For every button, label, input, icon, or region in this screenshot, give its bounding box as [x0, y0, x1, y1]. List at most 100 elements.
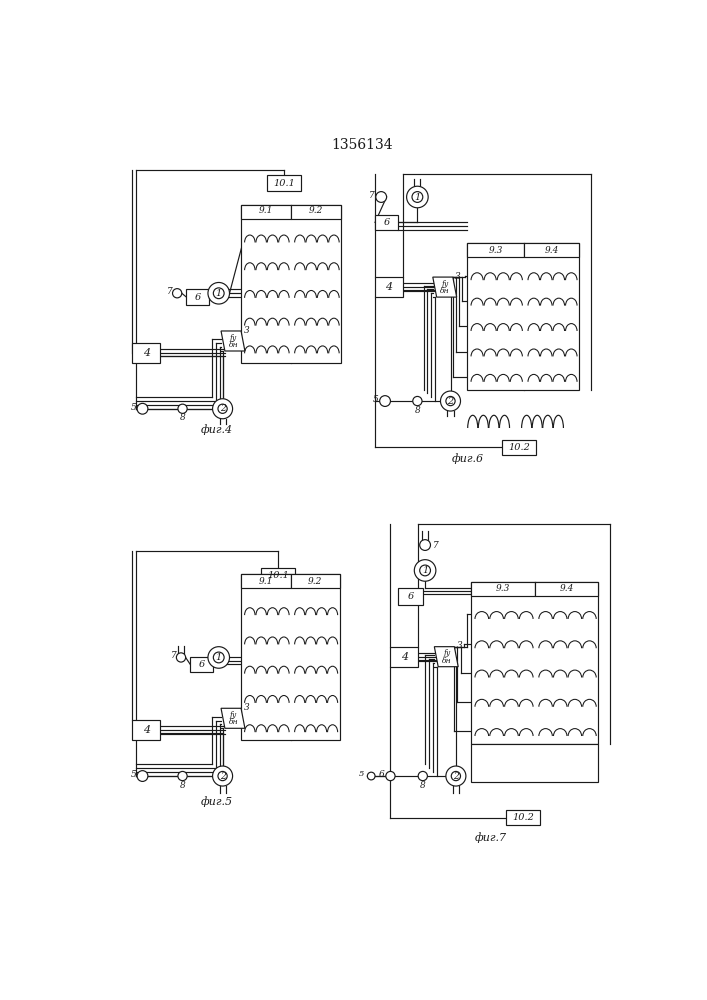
Bar — [132, 720, 160, 740]
Circle shape — [213, 399, 233, 419]
Bar — [190, 657, 214, 672]
Text: 9.3: 9.3 — [496, 584, 510, 593]
Text: fу: fу — [443, 649, 450, 657]
Text: 6: 6 — [195, 293, 201, 302]
Text: 10.1: 10.1 — [273, 179, 295, 188]
Text: 8: 8 — [414, 406, 420, 415]
Circle shape — [451, 771, 460, 781]
Circle shape — [440, 391, 460, 411]
Polygon shape — [221, 708, 245, 728]
Text: δн: δн — [228, 718, 238, 726]
Text: 3: 3 — [455, 272, 461, 281]
Circle shape — [414, 560, 436, 581]
Text: 2: 2 — [453, 772, 459, 781]
Text: 4: 4 — [401, 652, 408, 662]
Text: 3: 3 — [457, 641, 462, 650]
Circle shape — [418, 771, 428, 781]
Bar — [535, 582, 598, 596]
Text: фиг.5: фиг.5 — [201, 796, 233, 807]
Bar — [375, 215, 398, 230]
Circle shape — [420, 565, 431, 576]
Text: 3: 3 — [244, 703, 250, 712]
Text: 1: 1 — [414, 192, 421, 202]
Circle shape — [208, 282, 230, 304]
Text: 3: 3 — [244, 326, 250, 335]
Text: 2: 2 — [220, 404, 226, 413]
Text: 5: 5 — [132, 403, 137, 412]
Text: 6: 6 — [199, 660, 205, 669]
Text: 9.2: 9.2 — [308, 577, 322, 586]
Text: 1356134: 1356134 — [331, 138, 393, 152]
Bar — [241, 574, 291, 588]
Bar — [291, 574, 339, 588]
Text: δн: δн — [442, 657, 452, 665]
Text: фиг.7: фиг.7 — [474, 832, 507, 843]
Circle shape — [386, 771, 395, 781]
Circle shape — [137, 403, 148, 414]
Text: 10.2: 10.2 — [512, 813, 534, 822]
Bar — [132, 343, 160, 363]
Text: 1: 1 — [422, 566, 428, 575]
Circle shape — [178, 404, 187, 413]
Circle shape — [446, 396, 455, 406]
Text: 4: 4 — [143, 725, 150, 735]
Circle shape — [178, 771, 187, 781]
Text: fу: fу — [230, 711, 237, 719]
Text: 1: 1 — [216, 289, 222, 298]
Circle shape — [218, 404, 227, 413]
Text: 1: 1 — [216, 653, 222, 662]
Circle shape — [376, 192, 387, 202]
Bar — [261, 568, 295, 584]
Bar — [506, 810, 540, 825]
Text: 8: 8 — [180, 781, 185, 790]
Circle shape — [412, 192, 423, 202]
Text: δн: δн — [228, 341, 238, 349]
Text: 4: 4 — [385, 282, 392, 292]
Circle shape — [214, 288, 224, 299]
Bar — [241, 574, 339, 740]
Text: 6: 6 — [378, 770, 384, 779]
Bar — [390, 647, 418, 667]
Circle shape — [176, 653, 186, 662]
Circle shape — [446, 766, 466, 786]
Circle shape — [208, 647, 230, 668]
Bar — [467, 243, 579, 389]
Text: 9.4: 9.4 — [544, 246, 559, 255]
Text: 7: 7 — [369, 191, 375, 200]
Text: 9.1: 9.1 — [259, 206, 274, 215]
Text: 4: 4 — [143, 348, 150, 358]
Text: фиг.6: фиг.6 — [451, 453, 484, 464]
Text: 9.2: 9.2 — [309, 206, 323, 215]
Text: 10.2: 10.2 — [508, 443, 530, 452]
Bar — [525, 243, 579, 257]
Text: 5: 5 — [373, 395, 379, 404]
Text: fу: fу — [441, 280, 449, 288]
Text: 7: 7 — [167, 287, 173, 296]
Bar — [502, 440, 536, 455]
Bar — [241, 205, 341, 363]
Bar — [398, 588, 423, 605]
Circle shape — [413, 396, 422, 406]
Bar — [472, 582, 535, 596]
Text: 8: 8 — [180, 413, 185, 422]
Text: fу: fу — [230, 334, 237, 342]
Bar — [467, 243, 525, 257]
Text: 7: 7 — [433, 541, 439, 550]
Text: 6: 6 — [383, 218, 390, 227]
Circle shape — [407, 186, 428, 208]
Polygon shape — [433, 277, 457, 297]
Bar — [291, 205, 341, 219]
Text: 10.1: 10.1 — [267, 571, 289, 580]
Bar — [472, 744, 598, 782]
Circle shape — [420, 540, 431, 550]
Text: 8: 8 — [420, 781, 426, 790]
Circle shape — [380, 396, 390, 406]
Text: 6: 6 — [407, 592, 414, 601]
Circle shape — [213, 766, 233, 786]
Text: 9.4: 9.4 — [559, 584, 574, 593]
Bar — [267, 175, 301, 191]
Polygon shape — [221, 331, 245, 351]
Text: 7: 7 — [170, 651, 176, 660]
Text: 9.1: 9.1 — [259, 577, 274, 586]
Text: δн: δн — [440, 287, 450, 295]
